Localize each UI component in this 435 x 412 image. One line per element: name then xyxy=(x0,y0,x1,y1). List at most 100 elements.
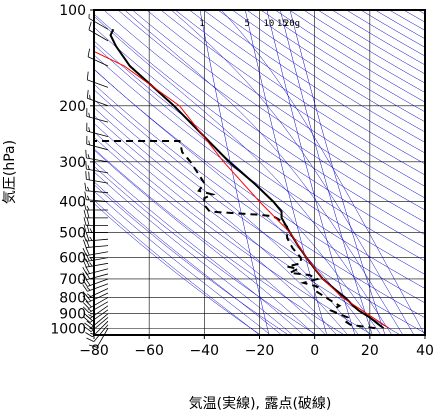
wind-barb-flag xyxy=(83,217,87,226)
wind-barb-staff xyxy=(87,79,109,88)
wind-barb-staff xyxy=(86,238,109,242)
mixing-ratio-line xyxy=(280,10,373,335)
moist-adiabat xyxy=(221,10,425,335)
wind-barb-flag xyxy=(85,247,90,256)
wind-barb xyxy=(85,160,109,174)
wind-barb-flag xyxy=(89,236,93,241)
wind-barb-staff xyxy=(88,301,109,314)
wind-barb-flag xyxy=(83,312,91,319)
moist-adiabat xyxy=(94,160,304,335)
wind-barb-staff xyxy=(86,257,109,262)
wind-barb xyxy=(86,122,109,138)
wind-barb xyxy=(87,48,109,67)
wind-barb-flag xyxy=(88,127,91,132)
wind-barb-flag xyxy=(84,191,87,200)
wind-barb xyxy=(83,224,108,233)
wind-barb-flag xyxy=(87,165,90,170)
moist-adiabat xyxy=(94,123,337,335)
wind-barb-flag xyxy=(87,195,90,201)
dry-adiabat xyxy=(160,10,425,187)
mixing-ratio-label: 5 xyxy=(245,19,250,29)
y-tick-label: 1000 xyxy=(50,321,86,337)
mixing-ratio-label: 1 xyxy=(199,19,204,29)
y-tick-label: 400 xyxy=(59,195,86,211)
dry-adiabat xyxy=(94,83,425,319)
wind-barb xyxy=(82,278,109,287)
wind-barb-flag xyxy=(88,314,93,318)
wind-barb xyxy=(82,283,109,292)
wind-barb-flag xyxy=(88,171,90,180)
wind-barb-flag xyxy=(86,224,90,233)
wind-barb-flag xyxy=(87,186,90,192)
wind-barb-flag xyxy=(86,337,95,342)
temperature-line xyxy=(109,28,385,330)
wind-barb-staff xyxy=(89,305,109,319)
y-tick-label: 300 xyxy=(59,155,86,171)
wind-barb-flag xyxy=(85,149,87,159)
dry-adiabat xyxy=(403,10,425,23)
wind-barb-flag xyxy=(82,247,87,256)
wind-barb-flag xyxy=(86,205,90,211)
wind-barb-flag xyxy=(85,266,90,274)
x-tick-label: 20 xyxy=(361,343,379,359)
wind-barb-flag xyxy=(89,228,93,233)
wind-barb-staff xyxy=(88,17,109,30)
dry-adiabat xyxy=(203,10,425,154)
wind-barb xyxy=(83,209,108,219)
dry-adiabat xyxy=(94,40,425,275)
wind-barb-staff xyxy=(86,268,109,275)
wind-barb-flag xyxy=(83,233,87,242)
dry-adiabat xyxy=(289,10,425,93)
moist-adiabat xyxy=(124,10,404,335)
dry-adiabat xyxy=(132,10,425,211)
wind-barb-flag xyxy=(82,295,89,303)
wind-barb-flag xyxy=(87,293,92,297)
dry-adiabat xyxy=(232,10,425,133)
dry-adiabat xyxy=(94,54,425,289)
wind-barb-staff xyxy=(86,245,109,248)
wind-barb-flag xyxy=(82,306,90,313)
wind-barb-flag xyxy=(86,320,94,327)
x-tick-label: −60 xyxy=(134,343,164,359)
wind-barb-flag xyxy=(84,322,92,329)
wind-barb xyxy=(84,182,109,194)
wind-barb-flag xyxy=(82,279,88,287)
dry-adiabat xyxy=(274,10,425,103)
mixing-ratio-line xyxy=(266,10,356,335)
wind-barb-staff xyxy=(87,56,109,67)
wind-barb-flag xyxy=(82,302,90,309)
wind-barb xyxy=(88,13,109,30)
dry-adiabat xyxy=(117,10,425,223)
wind-barb-flag xyxy=(84,326,92,332)
wind-barb xyxy=(86,90,109,107)
wind-barb-flag xyxy=(86,71,89,80)
wind-barb-flag xyxy=(82,253,87,262)
dry-adiabat xyxy=(94,148,345,335)
wind-barb-staff xyxy=(86,178,109,184)
wind-barb-flag xyxy=(86,232,90,241)
dry-adiabat xyxy=(94,203,261,335)
x-tick-label: −20 xyxy=(245,343,275,359)
parcel-line xyxy=(94,51,390,329)
wind-barb xyxy=(82,258,109,268)
wind-barb xyxy=(82,247,109,256)
y-tick-label: 800 xyxy=(59,290,86,306)
wind-barb xyxy=(82,301,109,314)
wind-barb xyxy=(82,288,109,299)
wind-barb-flag xyxy=(86,209,90,218)
wind-barb-flag xyxy=(83,224,87,233)
dewpoint-line xyxy=(94,140,376,330)
wind-barb-flag xyxy=(82,291,89,299)
wind-barb xyxy=(82,297,109,309)
wind-barb-flag xyxy=(83,239,87,248)
y-tick-label: 700 xyxy=(59,272,86,288)
wind-barb-staff xyxy=(87,288,109,299)
wind-barb-flag xyxy=(83,316,91,323)
wind-barb-flag xyxy=(87,308,92,312)
wind-barb-staff xyxy=(87,292,109,303)
moist-adiabat xyxy=(94,107,348,335)
wind-barb-flag xyxy=(85,332,93,338)
dry-adiabat xyxy=(94,26,425,262)
axes: −80 −60 −40 −20 0 20 40 100 200 300 400 500 600 700 80… xyxy=(50,3,434,359)
